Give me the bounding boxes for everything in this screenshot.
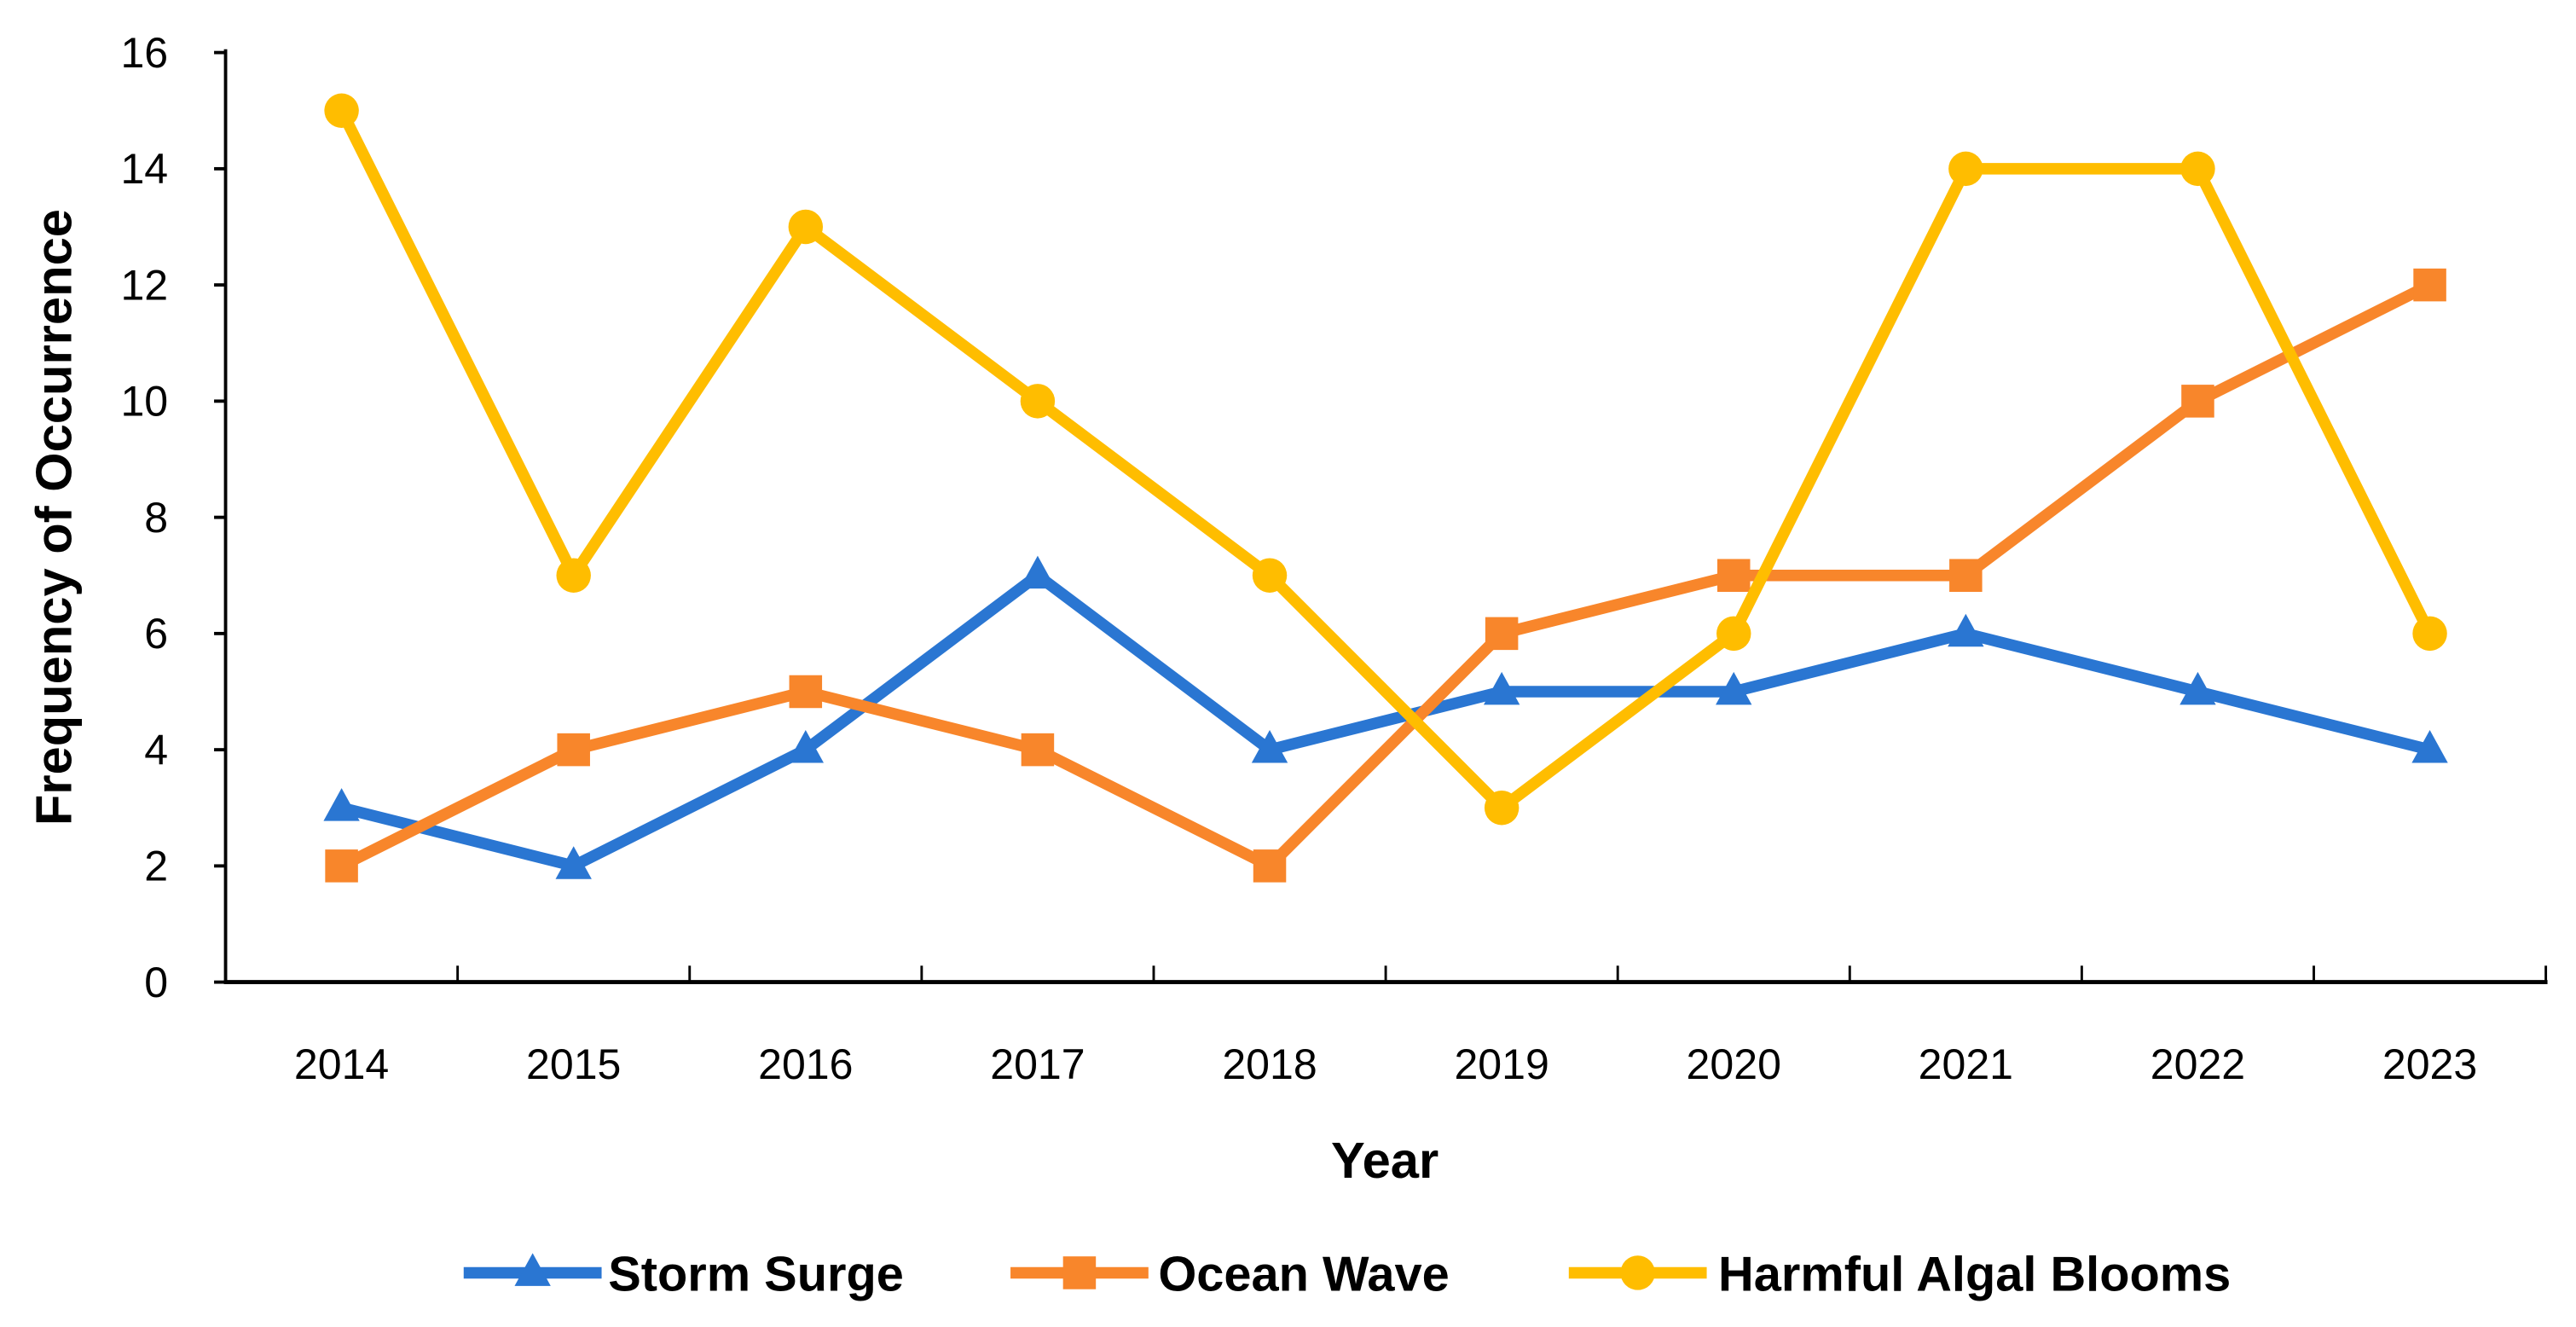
storm-surge-point — [1948, 613, 1984, 647]
y-tick-label: 0 — [144, 959, 168, 1006]
legend: Storm Surge Ocean Wave Harmful Algal Bloom… — [463, 1248, 2231, 1302]
x-tick-label: 2015 — [526, 1040, 621, 1088]
storm-surge-point — [787, 729, 824, 763]
legend-item-ocean-wave: Ocean Wave — [1010, 1248, 1450, 1302]
legend-marker-square-icon — [1062, 1256, 1097, 1289]
ocean-wave-point — [325, 849, 358, 883]
harmful-algal-blooms-point — [324, 93, 359, 128]
y-tick-label: 4 — [144, 726, 168, 774]
harmful-algal-blooms-point — [1252, 558, 1288, 593]
harmful-algal-blooms-point — [1484, 791, 1520, 826]
x-tick-label: 2022 — [2151, 1040, 2245, 1088]
y-tick-label: 10 — [120, 378, 168, 426]
storm-surge-point — [2179, 671, 2216, 705]
ocean-wave-point — [2181, 385, 2214, 418]
ocean-wave-point — [1253, 849, 1287, 883]
y-tick-label: 6 — [144, 610, 168, 658]
storm-surge-point — [555, 846, 592, 879]
x-axis-title: Year — [1331, 1132, 1439, 1189]
harmful-algal-blooms-point — [2180, 151, 2215, 187]
legend-label: Storm Surge — [608, 1248, 904, 1302]
legend-marker-triangle-icon — [514, 1253, 551, 1286]
series-harmful-algal-blooms — [324, 93, 2447, 826]
x-tick-label: 2017 — [990, 1040, 1085, 1088]
ocean-wave-point — [1485, 617, 1519, 651]
storm-surge-point — [323, 788, 360, 821]
harmful-algal-blooms-point — [1948, 151, 1983, 187]
ocean-wave-point — [789, 675, 823, 709]
y-tick-label: 12 — [120, 261, 168, 309]
y-tick-label: 8 — [144, 494, 168, 542]
harmful-algal-blooms-line — [336, 107, 2435, 814]
ocean-wave-point — [557, 733, 590, 767]
ocean-wave-point — [1716, 559, 1751, 592]
x-tick-label: 2020 — [1687, 1040, 1781, 1088]
storm-surge-point — [1483, 671, 1520, 705]
harmful-algal-blooms-point — [556, 558, 591, 593]
storm-surge-point — [1019, 555, 1056, 589]
x-tick-label: 2021 — [1919, 1040, 2013, 1088]
harmful-algal-blooms-point — [1020, 384, 1056, 419]
legend-item-storm-surge: Storm Surge — [463, 1248, 904, 1302]
series-group — [323, 93, 2448, 883]
ocean-wave-point — [1949, 559, 1983, 592]
series-storm-surge — [323, 555, 2448, 879]
legend-label: Ocean Wave — [1158, 1248, 1449, 1302]
x-tick-label: 2014 — [294, 1040, 389, 1088]
legend-item-harmful-algal-blooms: Harmful Algal Blooms — [1568, 1248, 2231, 1302]
y-tick-label: 16 — [120, 29, 168, 77]
y-tick-label: 2 — [144, 843, 168, 890]
y-axis-title: Frequency of Occurrence — [26, 209, 83, 826]
storm-surge-point — [1251, 729, 1288, 763]
x-tick-label: 2023 — [2382, 1040, 2477, 1088]
y-axis-ticks: 0 2 4 6 8 10 12 14 16 — [120, 29, 226, 1006]
x-axis-ticks: 2014 2015 2016 2017 2018 2019 2020 2021 2022 2023 — [294, 965, 2548, 1088]
storm-surge-point — [2411, 729, 2448, 763]
ocean-wave-point — [1021, 733, 1055, 767]
harmful-algal-blooms-point — [2412, 616, 2447, 652]
harmful-algal-blooms-point — [788, 209, 824, 245]
ocean-wave-point — [2413, 268, 2446, 302]
storm-surge-line — [339, 569, 2432, 872]
legend-marker-circle-icon — [1620, 1255, 1655, 1290]
ocean-wave-line — [339, 280, 2433, 872]
series-ocean-wave — [325, 268, 2446, 883]
x-tick-label: 2016 — [758, 1040, 853, 1088]
storm-surge-point — [1716, 671, 1752, 705]
x-tick-label: 2019 — [1454, 1040, 1548, 1088]
legend-label: Harmful Algal Blooms — [1718, 1248, 2231, 1302]
y-tick-label: 14 — [120, 145, 168, 193]
harmful-algal-blooms-point — [1716, 616, 1751, 652]
x-tick-label: 2018 — [1222, 1040, 1317, 1088]
